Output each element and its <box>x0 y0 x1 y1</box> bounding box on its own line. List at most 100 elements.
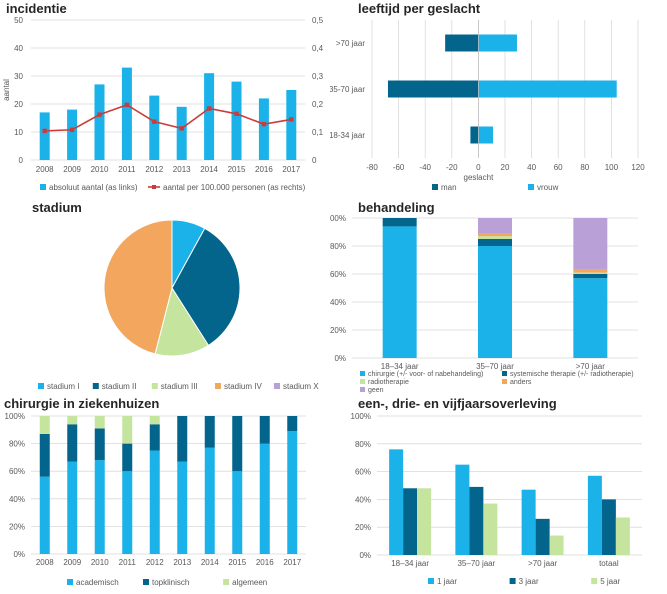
stadium-legend-swatch-0 <box>38 383 44 389</box>
overleving-legend-swatch-2 <box>591 578 598 584</box>
chirurgie-segment-1 <box>149 424 160 451</box>
overleving-bar-2 <box>417 488 432 555</box>
incidentie-xtick: 2014 <box>200 165 218 174</box>
overleving-ytick: 80% <box>355 440 371 449</box>
overleving-chart: 0% 20% 40% 60% 80% 100% 18–34 jaar 35–70 jaar >7… <box>351 412 642 586</box>
chirurgie-legend-label-1: topklinisch <box>152 578 189 587</box>
chirurgie-segment-2 <box>39 416 50 434</box>
incidentie-xtick: 2012 <box>145 165 163 174</box>
overleving-bar-2 <box>483 503 498 555</box>
leeftijd-bar-vrouw <box>478 80 617 98</box>
leeftijd-legend-label-0: man <box>441 183 457 192</box>
behandeling-legend-swatch-2 <box>360 379 365 384</box>
overleving-ytick: 40% <box>355 495 371 504</box>
overleving-bar-1 <box>469 486 484 555</box>
leeftijd-xtick: 20 <box>501 163 510 172</box>
chirurgie-segment-1 <box>232 416 243 472</box>
behandeling-xtick: 18–34 jaar <box>381 362 419 371</box>
overleving-legend-label-0: 1 jaar <box>437 577 457 586</box>
incidentie-xtick: 2008 <box>36 165 54 174</box>
overleving-ytick: 60% <box>355 468 371 477</box>
incidentie-ytick: 30 <box>14 72 23 81</box>
incidentie-marker <box>206 106 212 111</box>
leeftijd-ytick: >70 jaar <box>336 39 365 48</box>
stadium-legend-swatch-3 <box>215 383 221 389</box>
leeftijd-xtick: 60 <box>554 163 563 172</box>
chirurgie-segment-1 <box>39 433 50 477</box>
leeftijd-xtick: 120 <box>631 163 645 172</box>
chirurgie-xtick: 2014 <box>201 558 219 567</box>
chirurgie-segment-0 <box>39 476 50 554</box>
chirurgie-segment-1 <box>122 443 133 472</box>
incidentie-y2tick: 0,2 <box>312 100 324 109</box>
overleving-ytick: 0% <box>359 551 371 560</box>
incidentie-bar <box>176 106 187 160</box>
behandeling-ytick: 80% <box>330 242 346 251</box>
stadium-legend-swatch-4 <box>274 383 280 389</box>
incidentie-legend-swatch-0 <box>40 184 46 190</box>
chirurgie-segment-0 <box>204 447 215 554</box>
stadium-chart: stadium I stadium II stadium III stadium IV… <box>38 219 319 391</box>
incidentie-bar <box>204 73 215 160</box>
stadium-legend-label-4: stadium X <box>283 382 319 391</box>
incidentie-xtick: 2016 <box>255 165 273 174</box>
incidentie-bar <box>121 67 132 160</box>
incidentie-y2tick: 0,4 <box>312 44 324 53</box>
leeftijd-bar-man <box>387 80 479 98</box>
chirurgie-segment-0 <box>177 461 188 554</box>
behandeling-segment-1 <box>478 239 512 246</box>
stadium-legend-label-3: stadium IV <box>224 382 262 391</box>
behandeling-segment-1 <box>573 274 608 279</box>
chirurgie-xtick: 2011 <box>119 558 137 567</box>
behandeling-segment-1 <box>382 218 417 227</box>
chirurgie-xtick: 2009 <box>63 558 81 567</box>
behandeling-ytick: 20% <box>330 326 346 335</box>
overleving-bar-0 <box>455 464 470 555</box>
chirurgie-ytick: 80% <box>9 440 25 449</box>
leeftijd-legend-swatch-0 <box>432 184 438 190</box>
incidentie-ytick: 10 <box>14 128 23 137</box>
leeftijd-xtick: -60 <box>393 163 405 172</box>
leeftijd-ytick: 35-70 jaar <box>330 85 365 94</box>
overleving-legend-label-1: 3 jaar <box>519 577 539 586</box>
chirurgie-ytick: 20% <box>9 522 25 531</box>
chirurgie-title: chirurgie in ziekenhuizen <box>4 396 160 411</box>
incidentie-xtick: 2010 <box>91 165 109 174</box>
incidentie-xtick: 2017 <box>282 165 300 174</box>
chirurgie-ytick: 0% <box>13 550 25 559</box>
incidentie-bar <box>67 109 78 160</box>
behandeling-legend-label-4: geen <box>368 387 384 394</box>
behandeling-legend-swatch-1 <box>502 371 507 376</box>
behandeling-legend-label-1: systemische therapie (+/- radiotherapie) <box>510 371 634 378</box>
overleving-bar-2 <box>615 517 630 555</box>
chirurgie-legend-swatch-2 <box>223 579 230 585</box>
incidentie-xtick: 2011 <box>118 165 136 174</box>
leeftijd-chart: -80 -60 -40 -20 0 20 40 60 80 100 120 geslacht >70 j… <box>330 20 645 192</box>
overleving-bar-0 <box>587 475 602 555</box>
incidentie-ytick: 40 <box>14 44 23 53</box>
behandeling-segment-0 <box>478 246 512 358</box>
leeftijd-xtick: -80 <box>366 163 378 172</box>
leeftijd-xtick: -20 <box>446 163 458 172</box>
chirurgie-segment-0 <box>67 461 78 554</box>
chirurgie-segment-1 <box>94 428 105 461</box>
leeftijd-legend-swatch-1 <box>528 184 534 190</box>
chirurgie-xtick: 2008 <box>36 558 54 567</box>
incidentie-ytick: 50 <box>14 16 23 25</box>
incidentie-y2tick: 0 <box>312 156 317 165</box>
incidentie-xtick: 2009 <box>63 165 81 174</box>
leeftijd-legend-label-1: vrouw <box>537 183 559 192</box>
chirurgie-xtick: 2013 <box>173 558 191 567</box>
incidentie-marker <box>124 102 130 108</box>
leeftijd-bar-man <box>470 126 479 144</box>
chirurgie-segment-0 <box>122 471 133 554</box>
leeftijd-bar-vrouw <box>478 34 517 52</box>
leeftijd-xtick: 100 <box>605 163 619 172</box>
overleving-bar-0 <box>521 489 536 555</box>
incidentie-marker <box>97 112 102 117</box>
stadium-legend-label-2: stadium III <box>161 382 198 391</box>
overleving-bar-1 <box>601 499 616 555</box>
incidentie-xtick: 2015 <box>228 165 246 174</box>
incidentie-ytick: 20 <box>14 100 23 109</box>
incidentie-y2tick: 0,1 <box>312 128 324 137</box>
